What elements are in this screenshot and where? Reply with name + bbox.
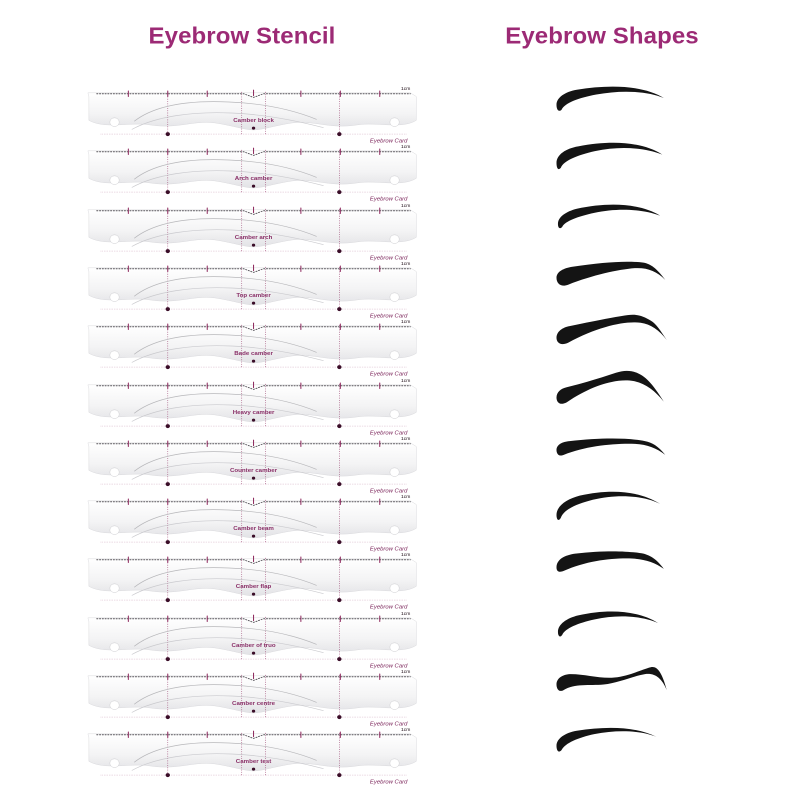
svg-text:Eyebrow Card: Eyebrow Card — [370, 721, 408, 727]
svg-text:Bade camber: Bade camber — [234, 352, 273, 358]
svg-text:Camber centre: Camber centre — [232, 701, 276, 707]
svg-text:Camber arch: Camber arch — [235, 235, 273, 241]
svg-text:Eyebrow Card: Eyebrow Card — [370, 605, 408, 611]
svg-text:Eyebrow Card: Eyebrow Card — [370, 255, 408, 261]
svg-text:Camber of truo: Camber of truo — [232, 643, 276, 649]
svg-text:Eyebrow Card: Eyebrow Card — [370, 138, 408, 144]
svg-text:Eyebrow Card: Eyebrow Card — [370, 547, 408, 553]
svg-text:Camber flap: Camber flap — [236, 585, 272, 591]
svg-text:Camber beam: Camber beam — [233, 526, 274, 532]
svg-text:Arch camber: Arch camber — [235, 177, 273, 183]
svg-text:Eyebrow Card: Eyebrow Card — [370, 313, 408, 319]
svg-text:Top camber: Top camber — [236, 293, 271, 299]
svg-text:Eyebrow Card: Eyebrow Card — [370, 663, 408, 669]
svg-text:Eyebrow Card: Eyebrow Card — [370, 488, 408, 494]
svg-text:Camber test: Camber test — [236, 760, 272, 766]
svg-text:Eyebrow Card: Eyebrow Card — [370, 197, 408, 203]
svg-text:Eyebrow Card: Eyebrow Card — [370, 430, 408, 436]
svg-text:1cm: 1cm — [401, 86, 410, 92]
svg-text:Counter camber: Counter camber — [230, 468, 278, 474]
svg-text:Heavy camber: Heavy camber — [233, 410, 275, 416]
svg-text:Camber block: Camber block — [233, 118, 274, 124]
svg-text:Eyebrow Card: Eyebrow Card — [370, 780, 408, 786]
svg-text:Eyebrow Card: Eyebrow Card — [370, 372, 408, 378]
